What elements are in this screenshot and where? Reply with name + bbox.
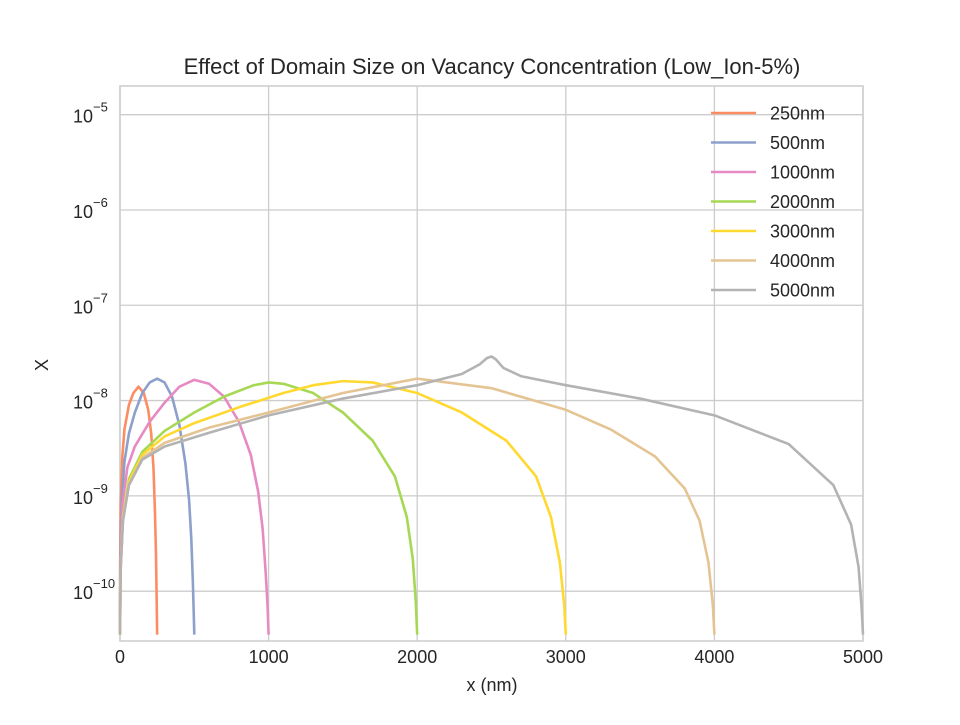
plot-frame: [119, 85, 864, 642]
y-tick-base: 10: [73, 202, 93, 222]
legend-item: 1000nm: [711, 163, 835, 183]
y-tick-exponent: −6: [93, 195, 108, 210]
y-tick-exponent: −5: [93, 100, 108, 115]
x-axis-label: x (nm): [467, 675, 518, 695]
y-tick-label: 10 −7: [73, 290, 108, 317]
series-layer: [118, 355, 865, 635]
y-tick-base: 10: [73, 297, 93, 317]
y-tick-label: 10 −9: [73, 481, 108, 508]
legend: 250nm 500nm 1000nm 2000nm 3000nm 4000nm 5000nm: [711, 104, 835, 301]
x-axis-ticks: 0 1000 2000 3000 4000 5000: [115, 647, 883, 667]
chart-title: Effect of Domain Size on Vacancy Concent…: [184, 54, 801, 79]
y-tick-base: 10: [73, 107, 93, 127]
series-line-5000nm: [118, 355, 865, 635]
series-line-500nm: [118, 377, 196, 635]
legend-label: 4000nm: [770, 251, 835, 271]
y-tick-label: 10 −6: [73, 195, 108, 222]
x-tick-label: 4000: [694, 647, 734, 667]
legend-label: 250nm: [770, 104, 825, 124]
legend-item: 500nm: [711, 133, 825, 153]
x-tick-label: 0: [115, 647, 125, 667]
x-tick-label: 3000: [546, 647, 586, 667]
legend-item: 4000nm: [711, 251, 835, 271]
legend-item: 2000nm: [711, 192, 835, 212]
y-tick-exponent: −9: [93, 481, 108, 496]
legend-label: 5000nm: [770, 281, 835, 301]
y-tick-exponent: −8: [93, 386, 108, 401]
y-tick-exponent: −10: [93, 576, 115, 591]
x-tick-label: 1000: [249, 647, 289, 667]
series-line-3000nm: [118, 379, 568, 635]
legend-label: 2000nm: [770, 192, 835, 212]
x-tick-label: 5000: [843, 647, 883, 667]
grid-lines: [119, 86, 864, 641]
legend-item: 250nm: [711, 104, 825, 124]
y-tick-base: 10: [73, 488, 93, 508]
legend-label: 3000nm: [770, 222, 835, 242]
series-line-1000nm: [118, 378, 270, 635]
y-tick-base: 10: [73, 583, 93, 603]
legend-item: 5000nm: [711, 281, 835, 301]
legend-label: 500nm: [770, 133, 825, 153]
legend-item: 3000nm: [711, 222, 835, 242]
x-tick-label: 2000: [397, 647, 437, 667]
y-tick-exponent: −7: [93, 290, 108, 305]
y-tick-label: 10 −5: [73, 100, 108, 127]
y-tick-label: 10 −8: [73, 386, 108, 413]
y-tick-base: 10: [73, 393, 93, 413]
plot-area: [119, 85, 864, 642]
legend-label: 1000nm: [770, 163, 835, 183]
y-tick-label: 10 −10: [73, 576, 115, 603]
y-axis-label: X: [32, 359, 52, 371]
